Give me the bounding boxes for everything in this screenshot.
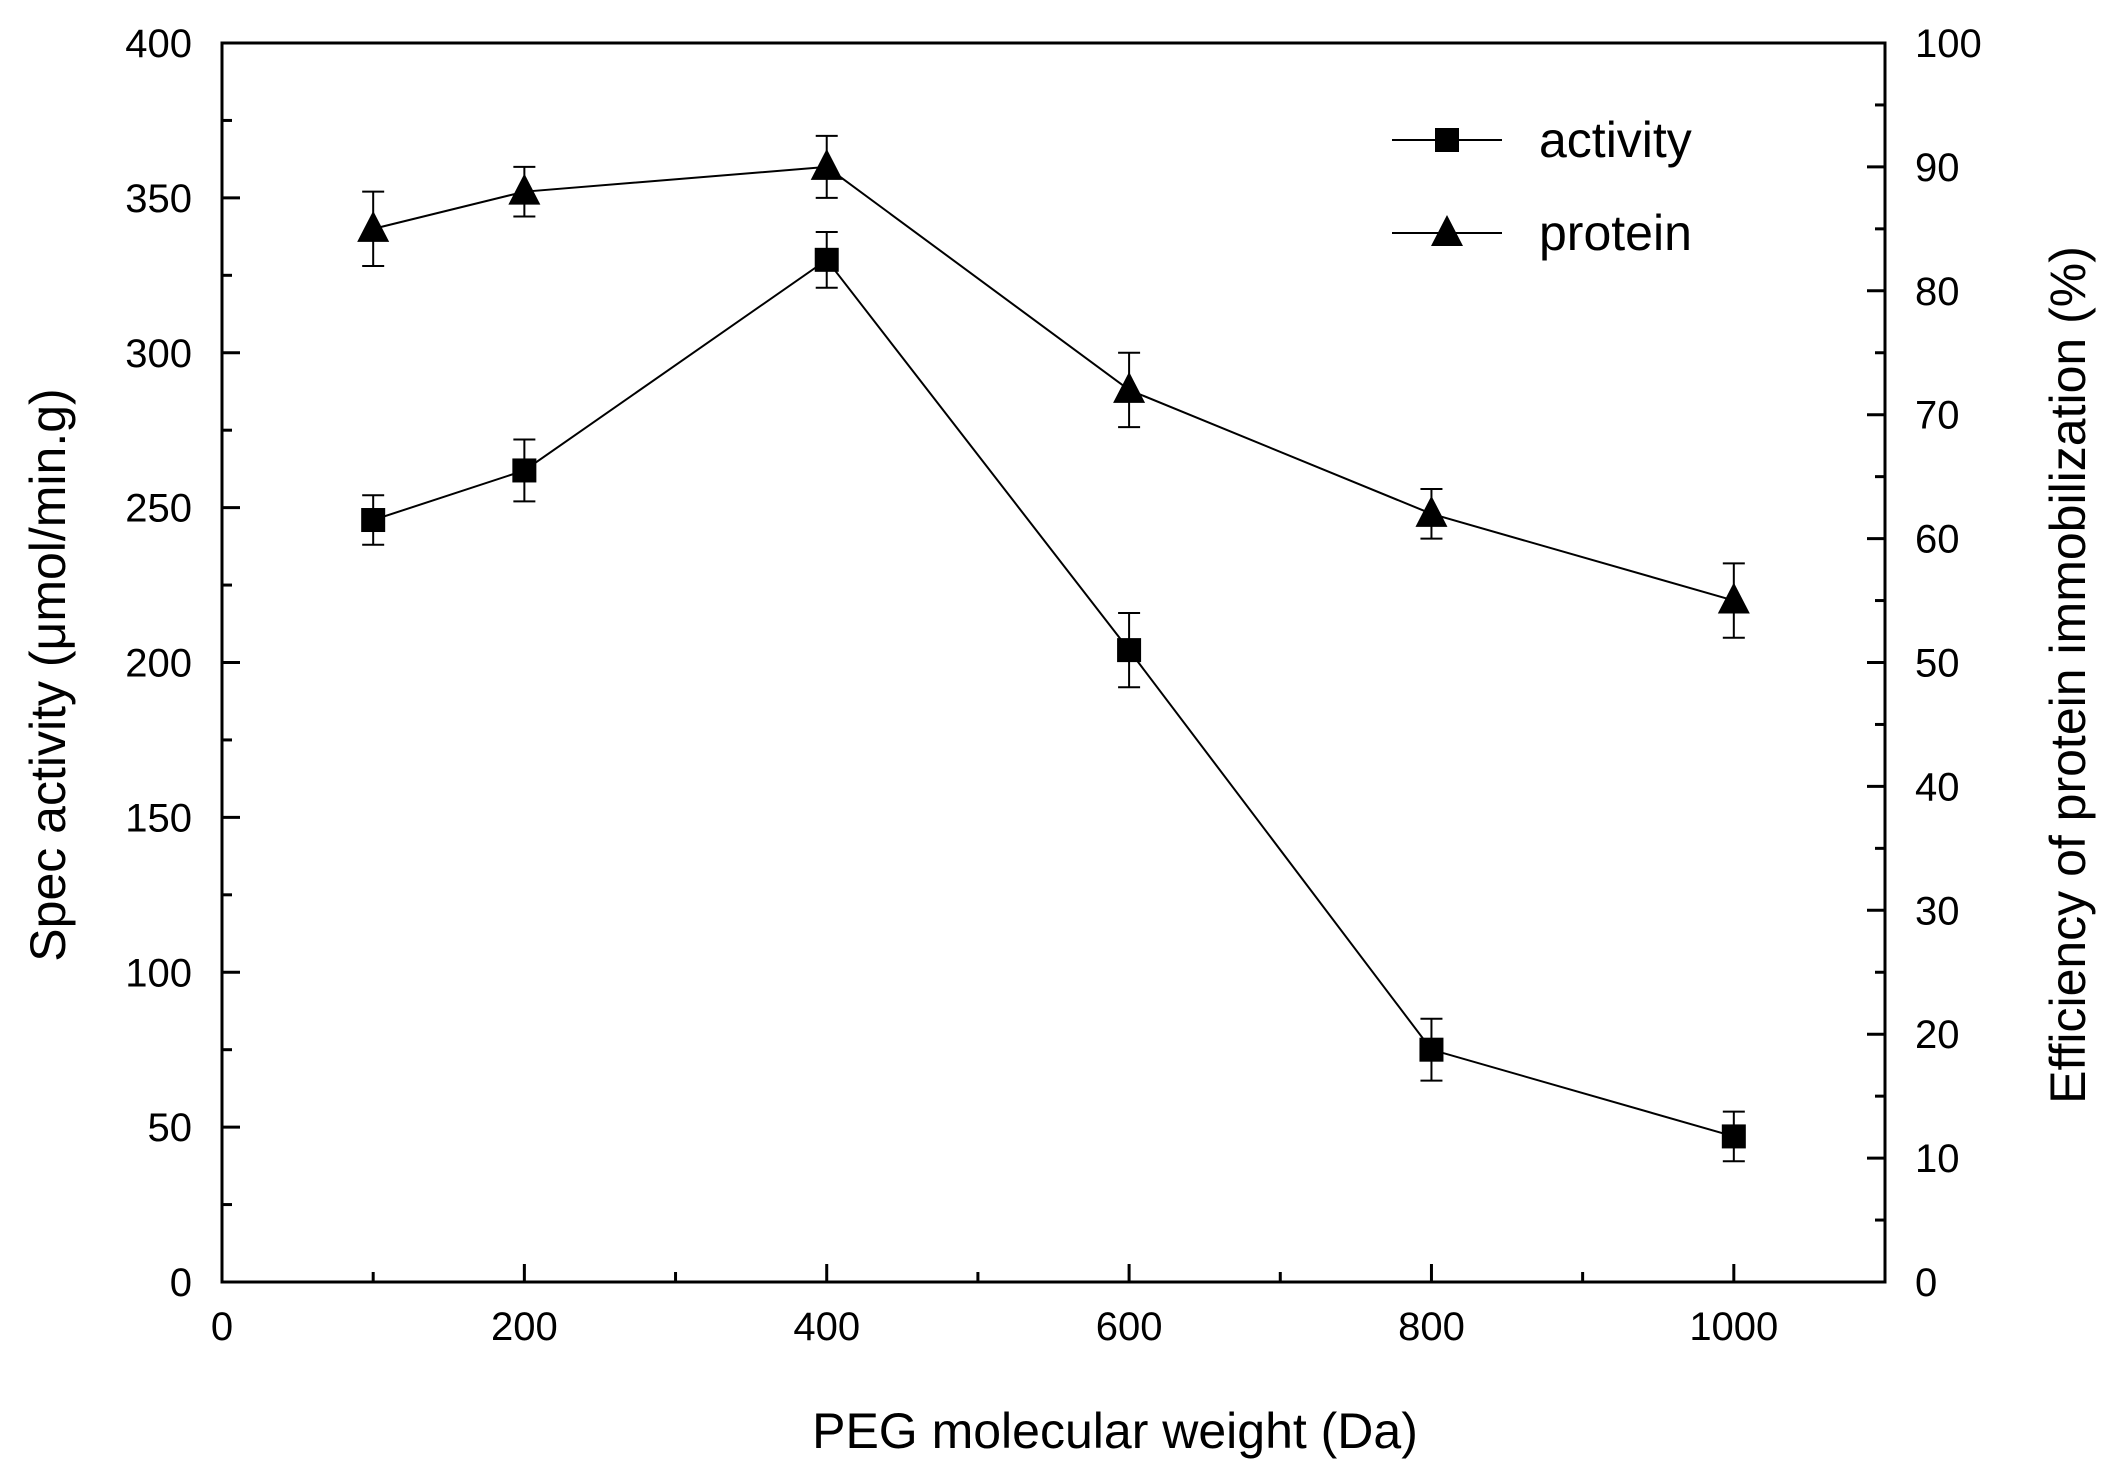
- legend-item-activity: activity: [1392, 112, 1692, 168]
- series-protein: [357, 134, 1750, 639]
- activity-point: [1721, 1124, 1746, 1149]
- series-activity: [361, 230, 1746, 1163]
- activity-line: [372, 258, 1735, 1138]
- y-tick-label: 0: [170, 1261, 192, 1305]
- protein-point: [508, 173, 541, 205]
- y-tick-label: 300: [125, 332, 192, 376]
- x-tick-label: 600: [1096, 1305, 1163, 1349]
- x-tick-label: 0: [211, 1305, 233, 1349]
- y2-tick-label: 90: [1915, 146, 1960, 190]
- legend-label: activity: [1539, 112, 1692, 168]
- protein-point: [810, 148, 843, 180]
- legend-label: protein: [1539, 205, 1692, 261]
- legend-marker: [1431, 215, 1463, 246]
- y2-tick-label: 100: [1915, 22, 1982, 66]
- y-tick-label: 150: [125, 796, 192, 840]
- y2-tick-label: 80: [1915, 270, 1960, 314]
- y2-tick-label: 40: [1915, 765, 1960, 809]
- x-tick-label: 200: [491, 1305, 558, 1349]
- y-axis-title: Spec activity (μmol/min.g): [20, 388, 76, 961]
- x-tick-label: 1000: [1689, 1305, 1778, 1349]
- y2-tick-label: 70: [1915, 394, 1960, 438]
- y2-axis-title: Efficiency of protein immobilization (%): [2040, 246, 2096, 1104]
- protein-point: [1717, 582, 1750, 614]
- activity-point: [361, 508, 386, 533]
- y-tick-label: 50: [148, 1106, 193, 1150]
- y2-tick-label: 20: [1915, 1013, 1960, 1057]
- activity-point: [1117, 638, 1142, 663]
- legend-item-protein: protein: [1392, 205, 1692, 261]
- y2-tick-label: 50: [1915, 642, 1960, 686]
- ticks-layer: 0 200 400 600 800 100005010015020025030035040…: [125, 22, 1982, 1349]
- activity-point: [512, 458, 537, 483]
- y2-tick-label: 60: [1915, 518, 1960, 562]
- series-layer: [357, 134, 1750, 1163]
- protein-point: [1113, 371, 1146, 403]
- x-tick-label: 400: [793, 1305, 860, 1349]
- y-tick-label: 400: [125, 22, 192, 66]
- legend: activity protein: [1392, 112, 1692, 261]
- x-axis-title: PEG molecular weight (Da): [812, 1403, 1418, 1459]
- y-tick-label: 100: [125, 951, 192, 995]
- activity-point: [814, 247, 839, 272]
- protein-line: [372, 165, 1735, 602]
- legend-marker: [1435, 128, 1459, 152]
- x-tick-label: 800: [1398, 1305, 1465, 1349]
- protein-point: [1415, 495, 1448, 527]
- y-tick-label: 200: [125, 642, 192, 686]
- y2-tick-label: 10: [1915, 1137, 1960, 1181]
- y-tick-label: 350: [125, 177, 192, 221]
- y2-tick-label: 30: [1915, 889, 1960, 933]
- y-tick-label: 250: [125, 487, 192, 531]
- protein-point: [357, 210, 390, 242]
- activity-point: [1419, 1037, 1444, 1062]
- y2-tick-label: 0: [1915, 1261, 1937, 1305]
